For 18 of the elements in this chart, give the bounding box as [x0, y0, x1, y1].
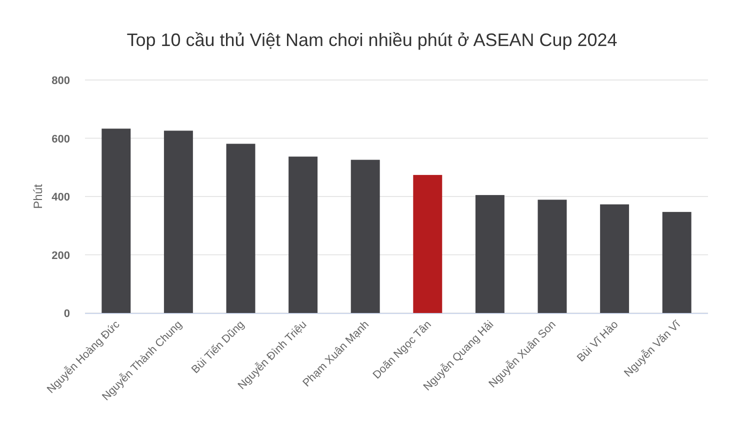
- y-tick-label: 0: [64, 308, 70, 320]
- chart-title: Top 10 cầu thủ Việt Nam chơi nhiều phút ở ASEAN Cup 2024: [126, 30, 618, 50]
- bar: [413, 174, 442, 313]
- y-tick-label: 200: [52, 250, 70, 262]
- y-axis-title: Phút: [31, 183, 45, 209]
- x-tick-label: Bùi Vĩ Hào: [574, 318, 621, 364]
- bar: [662, 212, 692, 313]
- bar: [475, 195, 504, 313]
- y-tick-label: 600: [52, 133, 70, 146]
- bar: [164, 130, 193, 313]
- bar: [288, 156, 318, 313]
- bar: [226, 144, 256, 313]
- bar: [538, 200, 567, 313]
- bar: [102, 128, 131, 313]
- bar: [350, 160, 380, 313]
- bar: [600, 204, 630, 313]
- y-tick-label: 800: [52, 75, 70, 87]
- y-tick-label: 400: [52, 192, 70, 204]
